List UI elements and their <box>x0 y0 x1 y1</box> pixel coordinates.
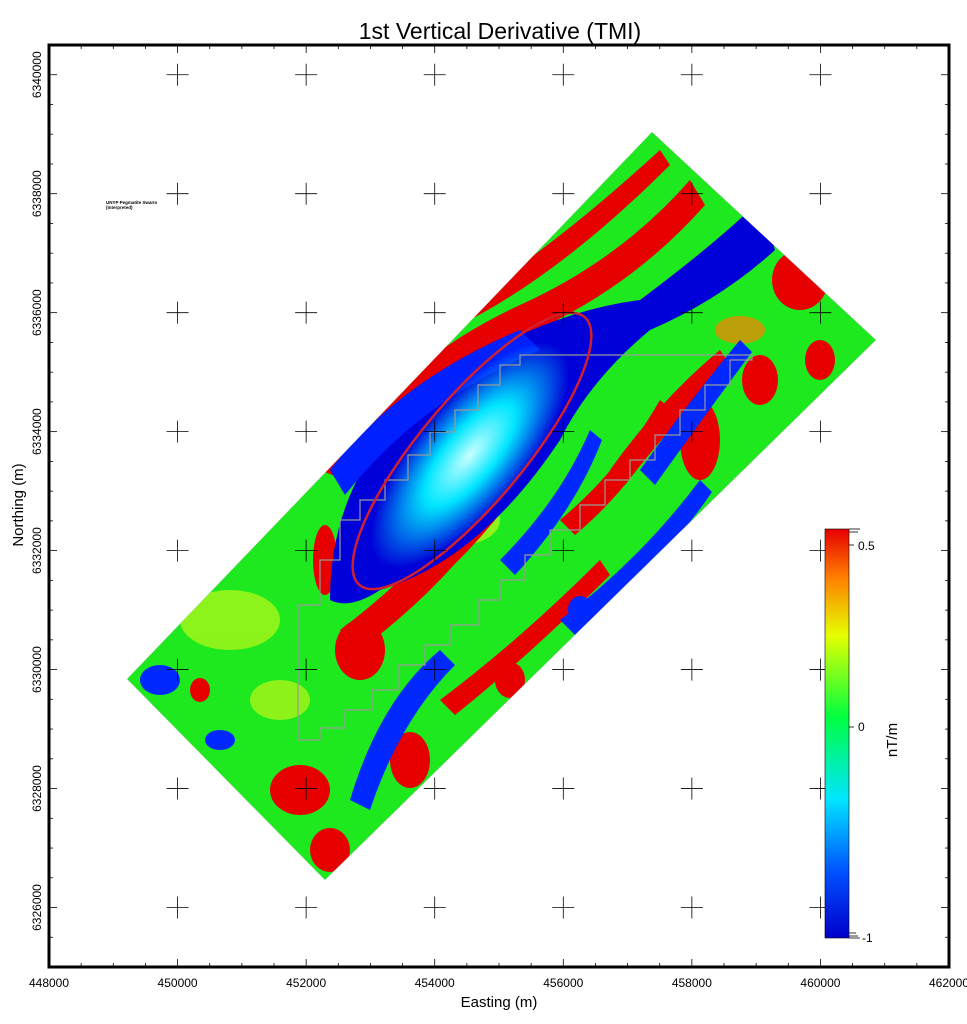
y-tick-label: 6326000 <box>30 884 44 931</box>
x-tick-label: 456000 <box>543 976 583 990</box>
map-title: 1st Vertical Derivative (TMI) <box>358 18 642 44</box>
tenement-boundary <box>297 354 753 741</box>
x-axis-title: Easting (m) <box>461 994 538 1011</box>
colorbar-label-min: -1 <box>862 931 873 945</box>
x-tick-label: 452000 <box>286 976 326 990</box>
pegmatite-ellipse <box>351 311 593 591</box>
colorbar <box>824 528 850 939</box>
axis-ticks <box>48 44 950 968</box>
y-tick-label: 6332000 <box>30 527 44 574</box>
x-tick-label: 460000 <box>800 976 840 990</box>
graticule-crosses <box>166 63 832 919</box>
y-axis-title: Northing (m) <box>10 463 27 546</box>
survey-boundary <box>126 131 877 881</box>
colorbar-label-max: 0.5 <box>858 539 875 553</box>
x-tick-labels: 448000 450000 452000 454000 456000 458000 4600… <box>29 976 967 990</box>
y-tick-labels: 6340000 6338000 6336000 6334000 6332000 63300… <box>30 51 44 931</box>
y-tick-label: 6340000 <box>30 51 44 98</box>
y-tick-label: 6336000 <box>30 289 44 336</box>
swarm-annotation-line2: (Interpreted) <box>106 205 133 210</box>
x-tick-label: 448000 <box>29 976 69 990</box>
x-tick-label: 462000 <box>929 976 967 990</box>
colorbar-unit: nT/m <box>884 723 901 757</box>
y-tick-label: 6330000 <box>30 646 44 693</box>
x-tick-label: 450000 <box>158 976 198 990</box>
swarm-annotation-line1: UNYP Pegmatite Swarm <box>106 200 157 205</box>
y-tick-label: 6338000 <box>30 170 44 217</box>
colorbar-ticks <box>849 528 860 939</box>
x-tick-label: 458000 <box>672 976 712 990</box>
x-tick-label: 454000 <box>415 976 455 990</box>
y-tick-label: 6328000 <box>30 765 44 812</box>
y-tick-label: 6334000 <box>30 408 44 455</box>
colorbar-label-zero: 0 <box>858 720 865 734</box>
